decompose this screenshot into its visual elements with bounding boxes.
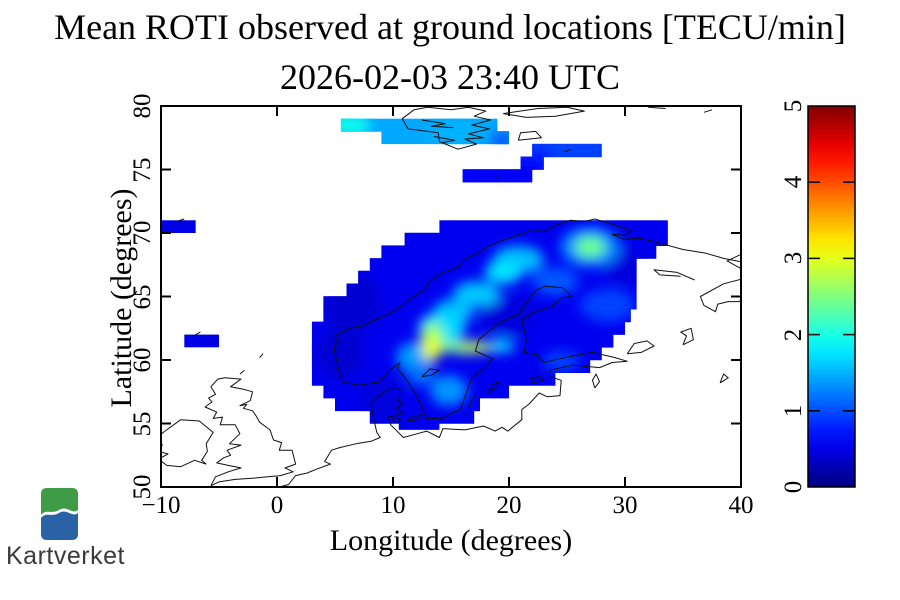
coastline [653, 269, 695, 281]
logo-green-wave [41, 488, 78, 515]
coastline [421, 368, 440, 377]
coastline [680, 327, 694, 346]
colorbar-tick-label: 1 [780, 404, 807, 418]
coastline [239, 369, 245, 375]
logo-blue-wave [41, 511, 78, 540]
plot-frame [160, 105, 742, 488]
hotspot [406, 362, 435, 386]
colorbar-frame [807, 105, 856, 488]
y-tick-label: 70 [129, 220, 156, 246]
colorbar-tick-label: 0 [780, 480, 807, 494]
y-tick-label: 75 [129, 157, 156, 182]
region-base [161, 220, 196, 233]
coastline [564, 148, 572, 153]
colorbar-tick-label: 4 [780, 175, 807, 189]
coastline [279, 218, 741, 487]
coastline [626, 340, 655, 355]
hotspot [579, 288, 636, 322]
y-tick-label: 60 [129, 347, 156, 373]
coastline [204, 377, 297, 487]
coastline [161, 419, 214, 468]
coastline [406, 414, 423, 422]
region-scandinavia-main [311, 220, 668, 430]
y-tick-label: 65 [129, 284, 156, 309]
y-tick-label: 50 [129, 474, 156, 500]
x-tick-label: 30 [612, 492, 638, 519]
chart-title: Mean ROTI observed at ground locations [… [54, 7, 846, 47]
hotspot [453, 281, 500, 307]
x-tick-label: −10 [141, 492, 181, 519]
region-jan-mayen [161, 220, 196, 233]
hotspot [532, 267, 579, 296]
coastline [467, 394, 476, 408]
x-tick-label: 20 [496, 492, 522, 519]
hotspot [315, 328, 367, 380]
plot-area [161, 106, 741, 487]
y-tick-label: 80 [129, 93, 156, 119]
x-axis-label: Longitude (degrees) [329, 524, 573, 557]
colorbar [807, 105, 856, 488]
hotspot [422, 335, 440, 362]
coastline [193, 331, 201, 337]
hotspot [575, 236, 606, 258]
coastline [726, 253, 741, 270]
x-tick-label: 10 [380, 492, 406, 519]
coastline [487, 381, 500, 394]
coastline [259, 353, 264, 358]
region-smooth [315, 226, 649, 418]
kartverket-logo-text: Kartverket [6, 542, 125, 570]
colorbar-gradient [808, 106, 855, 487]
hotspot [484, 260, 522, 284]
hotspot [340, 118, 371, 136]
chart-subtitle: 2026-02-03 23:40 UTC [280, 57, 620, 97]
coastline [391, 416, 402, 423]
region-faroe [184, 334, 219, 348]
coastline [719, 373, 729, 384]
coastline [703, 109, 713, 113]
hotspot [489, 130, 509, 145]
colorbar-tick-label: 3 [780, 252, 807, 265]
coastline [648, 106, 666, 109]
coastlines [161, 106, 741, 487]
region-smooth [462, 143, 602, 183]
y-tick-label: 55 [129, 411, 156, 436]
hotspot [486, 339, 515, 353]
colorbar-tick-label: 5 [780, 99, 807, 113]
coastline [421, 119, 454, 129]
coastline [175, 218, 185, 223]
coastline [401, 106, 491, 150]
coastline [503, 106, 585, 118]
x-tick-label: 40 [728, 492, 754, 519]
colorbar-tick-label: 2 [780, 328, 807, 341]
coastline [517, 130, 542, 141]
kartverket-logo-icon [41, 488, 78, 540]
x-tick-label: 0 [270, 492, 284, 519]
coastline [699, 278, 741, 313]
coastline [433, 136, 455, 144]
hotspot [323, 271, 382, 335]
coastline [530, 376, 545, 384]
hotspot [460, 343, 489, 352]
region-base [184, 334, 219, 348]
hotspot [358, 379, 405, 418]
coastline [592, 373, 600, 389]
region-northeast-bars [462, 143, 602, 183]
coastline [495, 174, 500, 178]
hotspot [430, 375, 468, 406]
